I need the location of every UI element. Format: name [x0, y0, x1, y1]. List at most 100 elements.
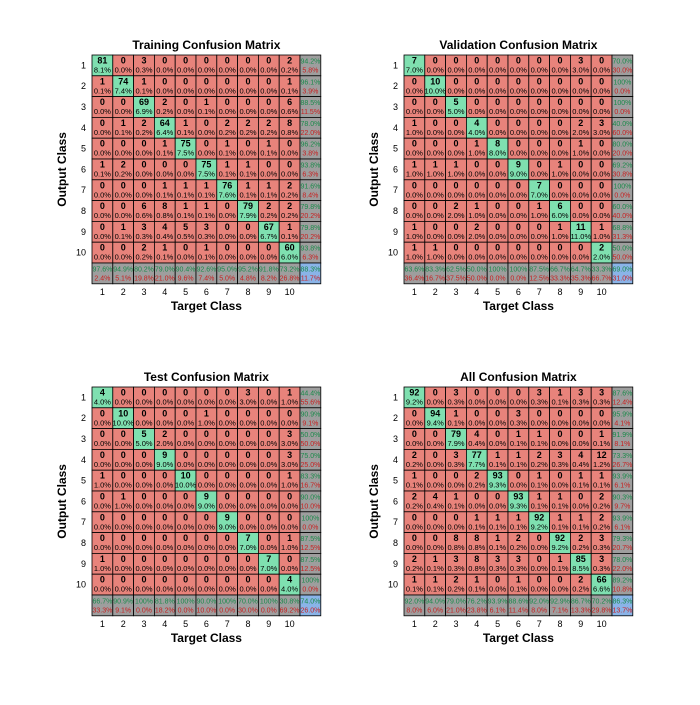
row-summary-correct-percent: 79.3% [612, 536, 632, 543]
row-summary-error-percent: 0.0% [614, 88, 630, 95]
cell-count: 1 [412, 160, 417, 170]
cell-percent: 0.0% [406, 439, 423, 448]
cell-count: 7 [266, 554, 271, 564]
cell-count: 0 [245, 512, 250, 522]
cell-percent: 0.0% [531, 543, 548, 552]
cell-percent: 0.0% [447, 232, 464, 241]
cell-count: 1 [495, 512, 500, 522]
cell-percent: 0.0% [219, 439, 236, 448]
col-summary-error-percent: 21.0% [446, 608, 466, 615]
cell-percent: 0.0% [177, 522, 194, 531]
x-tick-label: 6 [516, 619, 521, 629]
col-summary-error-percent: 29.8% [592, 608, 612, 615]
cell-count: 0 [225, 97, 230, 107]
y-tick-label: 9 [393, 227, 398, 237]
cell-count: 0 [225, 222, 230, 232]
cell-count: 0 [100, 512, 105, 522]
col-summary-correct-percent: 95.2% [238, 267, 258, 274]
cell-count: 1 [453, 492, 458, 502]
overall-correct-percent: 74.0% [300, 599, 320, 606]
x-tick-label: 3 [453, 287, 458, 297]
col-summary-error-percent: 0.0% [178, 608, 194, 615]
col-summary-error-percent: 8.2% [261, 276, 277, 283]
cell-count: 0 [287, 554, 292, 564]
col-summary-correct-percent: 66.7% [550, 267, 570, 274]
cell-count: 0 [100, 118, 105, 128]
cell-percent: 9.3% [489, 481, 506, 490]
cell-count: 0 [516, 97, 521, 107]
cell-percent: 0.0% [489, 66, 506, 75]
row-summary-error-percent: 3.8% [302, 151, 318, 158]
cell-count: 67 [264, 222, 274, 232]
cell-count: 2 [578, 533, 583, 543]
cell-percent: 0.0% [551, 149, 568, 158]
cell-count: 93 [493, 471, 503, 481]
cell-count: 0 [516, 201, 521, 211]
cell-count: 3 [141, 56, 146, 66]
cell-count: 0 [287, 139, 292, 149]
cell-count: 0 [266, 160, 271, 170]
cell-count: 60 [285, 243, 295, 253]
col-summary-correct-percent: 83.3% [425, 267, 445, 274]
confusion-matrix-panel: Test Confusion Matrix44.0%00.0%00.0%00.0… [55, 370, 322, 645]
y-tick-label: 1 [81, 392, 86, 402]
cell-percent: 1.0% [406, 170, 423, 179]
cell-count: 1 [537, 201, 542, 211]
cell-count: 0 [474, 243, 479, 253]
row-summary-correct-percent: 83.3% [300, 474, 320, 481]
col-summary-error-percent: 7.4% [198, 276, 214, 283]
cell-count: 81 [97, 56, 107, 66]
cell-percent: 0.0% [281, 502, 298, 511]
cell-percent: 0.0% [260, 86, 277, 95]
cell-percent: 10.0% [425, 86, 447, 95]
cell-count: 0 [100, 492, 105, 502]
cell-count: 1 [599, 222, 604, 232]
cell-count: 3 [599, 533, 604, 543]
cell-percent: 0.0% [260, 585, 277, 594]
cell-percent: 0.0% [406, 190, 423, 199]
cell-count: 0 [183, 450, 188, 460]
x-tick-label: 9 [266, 287, 271, 297]
row-summary-correct-percent: 93.9% [612, 474, 632, 481]
cell-count: 2 [578, 575, 583, 585]
row-summary-correct-percent: 93.8% [300, 163, 320, 170]
cell-percent: 1.0% [281, 481, 298, 490]
cell-percent: 0.1% [177, 190, 194, 199]
cell-percent: 0.0% [94, 522, 111, 531]
cell-percent: 0.1% [260, 149, 277, 158]
cell-count: 0 [516, 76, 521, 86]
row-summary-error-percent: 9.7% [614, 504, 630, 511]
cell-count: 0 [225, 554, 230, 564]
row-summary-error-percent: 12.4% [612, 400, 632, 407]
y-axis-label: Output Class [367, 464, 381, 539]
cell-count: 0 [495, 97, 500, 107]
cell-percent: 0.0% [135, 585, 152, 594]
cell-count: 0 [266, 533, 271, 543]
row-summary-correct-percent: 100% [613, 183, 631, 190]
cell-percent: 0.0% [489, 170, 506, 179]
cell-count: 1 [474, 201, 479, 211]
cell-percent: 0.3% [510, 564, 527, 573]
col-summary-correct-percent: 90.9% [113, 599, 133, 606]
cell-percent: 0.0% [510, 128, 527, 137]
cell-percent: 0.0% [447, 86, 464, 95]
cell-count: 9 [204, 492, 209, 502]
cell-percent: 0.0% [406, 418, 423, 427]
x-axis-label: Target Class [483, 631, 554, 645]
x-tick-label: 6 [204, 619, 209, 629]
cell-percent: 0.0% [156, 585, 173, 594]
cell-count: 1 [162, 180, 167, 190]
cell-percent: 0.1% [219, 170, 236, 179]
col-summary-error-percent: 2.4% [94, 276, 110, 283]
cell-count: 0 [266, 429, 271, 439]
cell-percent: 0.0% [260, 460, 277, 469]
cell-count: 0 [245, 97, 250, 107]
cell-count: 2 [474, 222, 479, 232]
cell-percent: 0.0% [198, 543, 215, 552]
cell-percent: 0.0% [239, 522, 256, 531]
overall-cell [611, 262, 634, 285]
cell-percent: 0.0% [281, 564, 298, 573]
cell-count: 1 [204, 408, 209, 418]
cell-count: 0 [412, 139, 417, 149]
cell-percent: 9.2% [531, 522, 548, 531]
